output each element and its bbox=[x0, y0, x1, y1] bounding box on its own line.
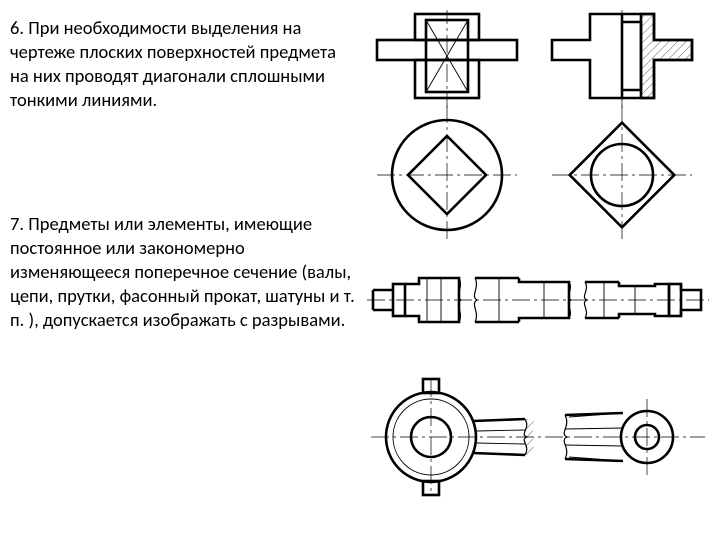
figure-7-shaft bbox=[365, 248, 710, 353]
figure-column bbox=[365, 10, 710, 530]
figure-6-right bbox=[540, 10, 705, 240]
figure-row-top bbox=[365, 10, 710, 240]
figure-6-left bbox=[365, 10, 530, 240]
paragraph-6: 6. При необходимости выделения на чертеж… bbox=[10, 16, 357, 112]
paragraph-7: 7. Предметы или элементы, имеющие постоя… bbox=[10, 212, 357, 332]
figure-7-rod bbox=[365, 361, 710, 516]
text-column: 6. При необходимости выделения на чертеж… bbox=[10, 10, 365, 530]
